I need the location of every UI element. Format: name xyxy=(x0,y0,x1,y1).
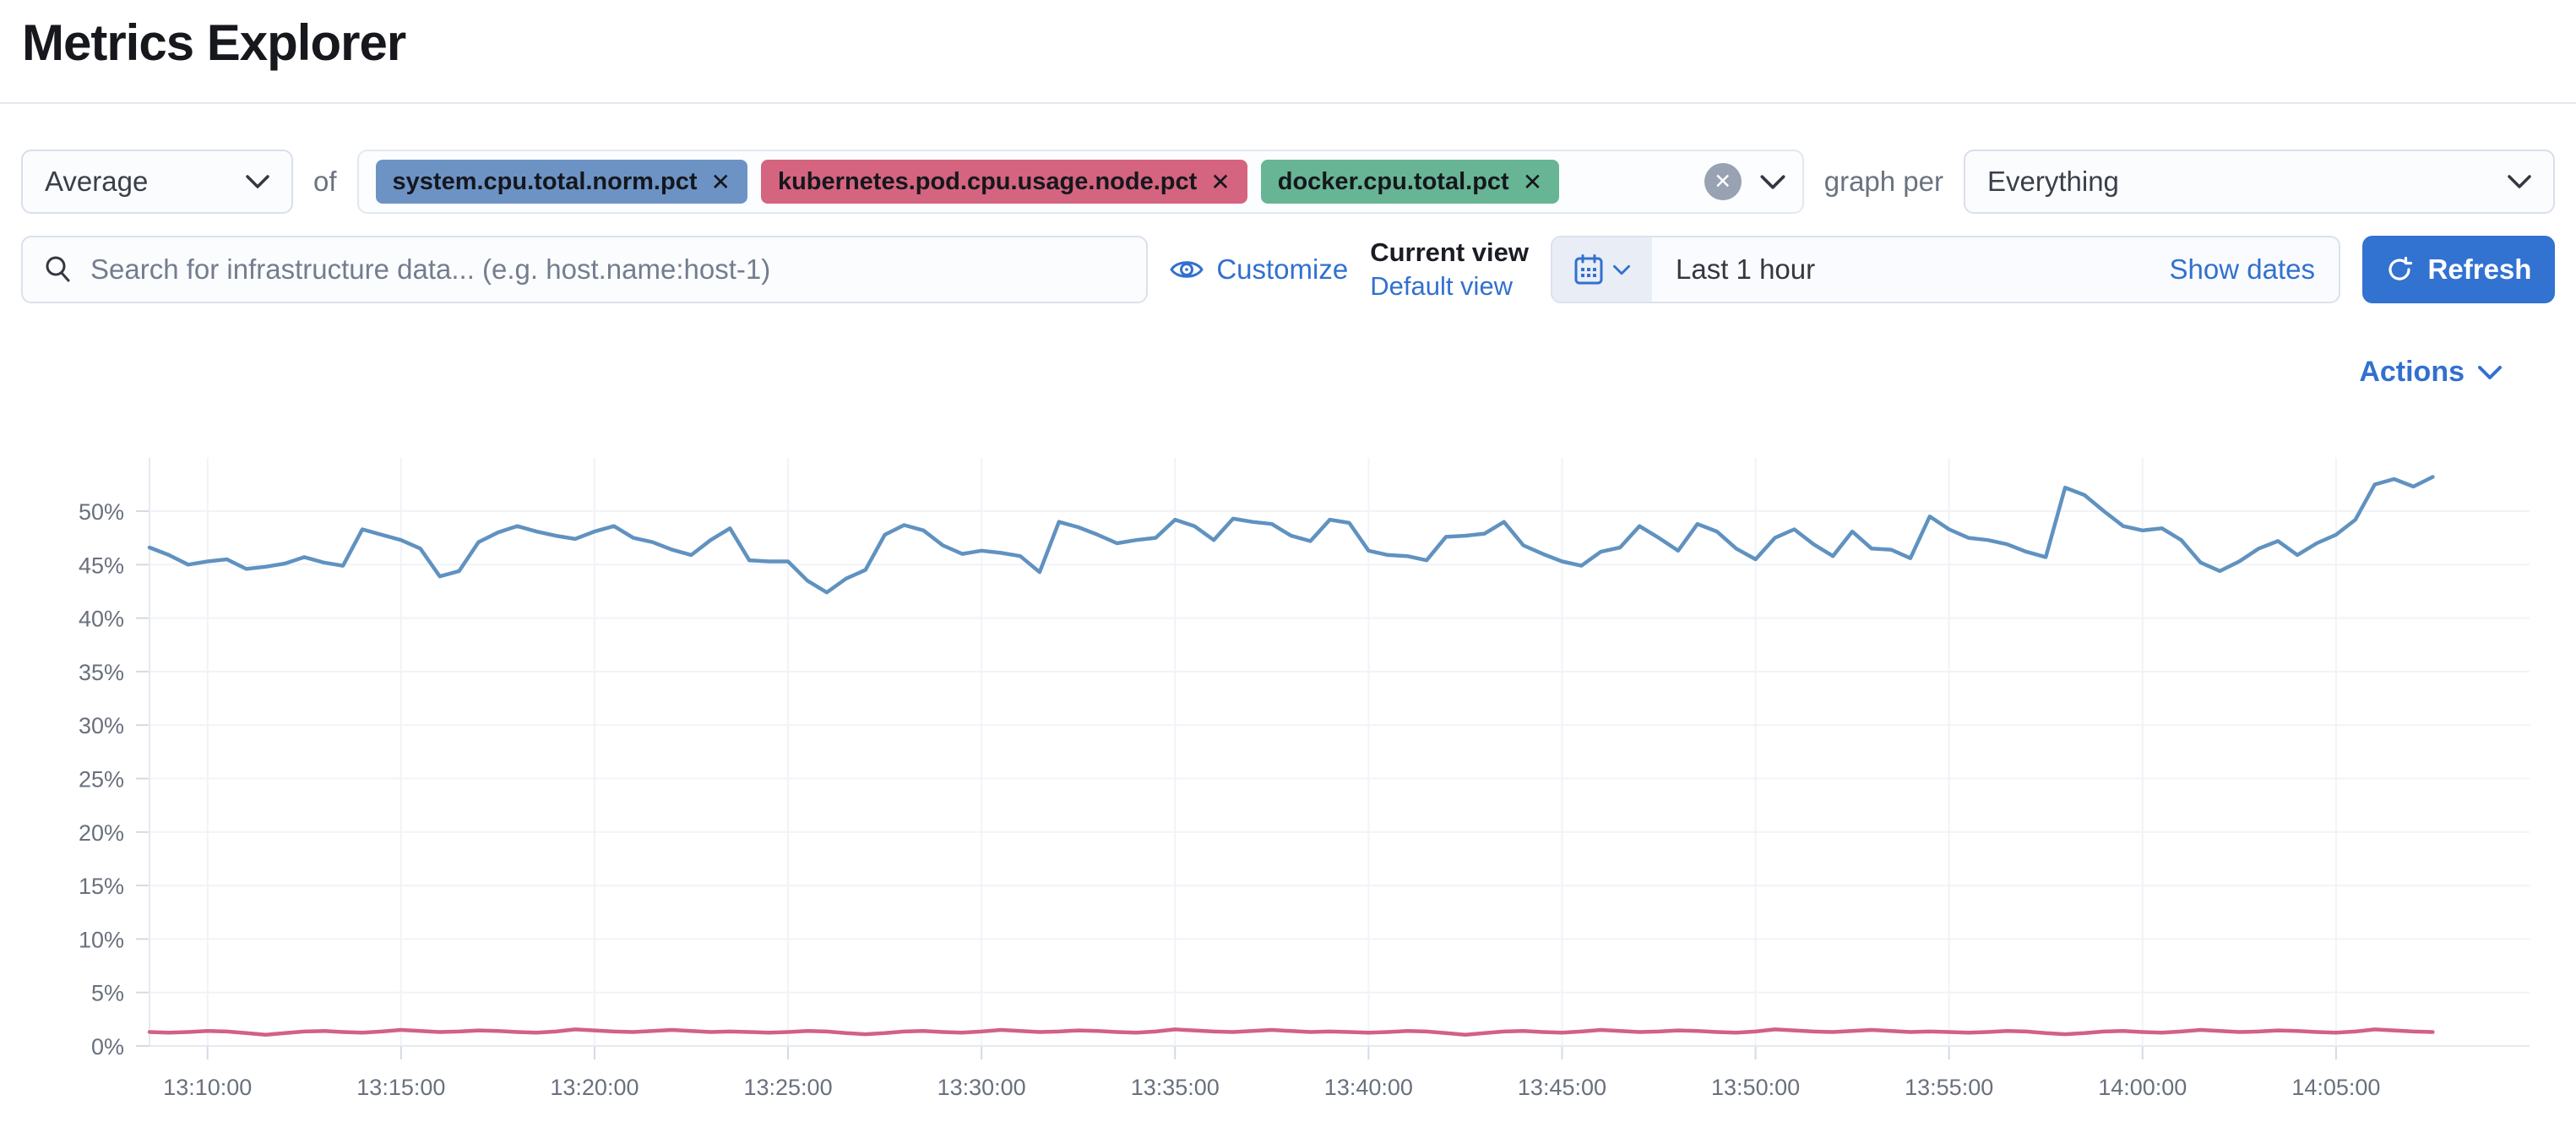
svg-text:5%: 5% xyxy=(91,981,124,1006)
quick-select-button[interactable] xyxy=(1552,237,1652,302)
remove-metric-icon[interactable]: ✕ xyxy=(710,168,731,195)
current-view-label: Current view xyxy=(1370,237,1529,267)
actions-row: Actions xyxy=(0,356,2502,389)
default-view-link[interactable]: Default view xyxy=(1370,271,1514,301)
clear-metrics-icon[interactable]: ✕ xyxy=(1704,163,1742,200)
chevron-down-icon xyxy=(2508,175,2531,188)
of-label: of xyxy=(313,166,337,197)
refresh-button[interactable]: Refresh xyxy=(2362,236,2555,303)
aggregation-value: Average xyxy=(45,166,149,197)
svg-text:10%: 10% xyxy=(79,927,124,952)
svg-text:13:50:00: 13:50:00 xyxy=(1711,1075,1800,1100)
eye-icon xyxy=(1170,261,1204,278)
chevron-down-icon xyxy=(246,175,269,188)
show-dates-button[interactable]: Show dates xyxy=(2169,253,2315,285)
time-range-value[interactable]: Last 1 hour xyxy=(1676,253,1816,285)
svg-text:13:35:00: 13:35:00 xyxy=(1131,1075,1220,1100)
svg-text:13:55:00: 13:55:00 xyxy=(1905,1075,1993,1100)
page-title: Metrics Explorer xyxy=(22,14,406,71)
svg-text:13:45:00: 13:45:00 xyxy=(1518,1075,1606,1100)
view-selector: Current view Default view xyxy=(1370,236,1529,304)
graph-per-select[interactable]: Everything xyxy=(1964,150,2555,214)
search-input[interactable] xyxy=(90,253,1127,286)
svg-text:14:05:00: 14:05:00 xyxy=(2291,1075,2380,1100)
metric-controls-row: Average of system.cpu.total.norm.pct ✕ k… xyxy=(21,150,2555,214)
customize-label: Customize xyxy=(1216,253,1349,285)
chevron-down-icon xyxy=(1613,264,1630,275)
refresh-label: Refresh xyxy=(2427,253,2532,285)
customize-button[interactable]: Customize xyxy=(1170,253,1348,286)
svg-text:25%: 25% xyxy=(79,767,124,792)
svg-text:13:40:00: 13:40:00 xyxy=(1324,1075,1413,1100)
svg-text:15%: 15% xyxy=(79,874,124,899)
svg-text:20%: 20% xyxy=(79,820,124,846)
metrics-explorer-page: Metrics Explorer Average of system.cpu.t… xyxy=(0,14,2576,1122)
svg-text:13:25:00: 13:25:00 xyxy=(743,1075,832,1100)
svg-text:40%: 40% xyxy=(79,607,124,632)
header-divider xyxy=(0,102,2576,104)
refresh-icon xyxy=(2388,256,2412,280)
remove-metric-icon[interactable]: ✕ xyxy=(1210,168,1231,195)
metric-pill[interactable]: system.cpu.total.norm.pct ✕ xyxy=(375,160,747,204)
svg-text:35%: 35% xyxy=(79,660,124,685)
graph-per-value: Everything xyxy=(1987,166,2119,197)
svg-text:13:30:00: 13:30:00 xyxy=(937,1075,1026,1100)
metrics-chart-svg: 0% 5% 10% 15% 20% 25% 30% 35% 40% 45% 50% 13:10:00 1… xyxy=(79,457,2530,1100)
metrics-chart[interactable]: 0% 5% 10% 15% 20% 25% 30% 35% 40% 45% 50% 13:10:00 1… xyxy=(0,436,2576,1122)
date-picker: Last 1 hour Show dates xyxy=(1551,236,2340,303)
chevron-down-icon[interactable] xyxy=(1760,174,1785,190)
search-box[interactable] xyxy=(21,236,1149,303)
search-toolbar-row: Customize Current view Default view Last… xyxy=(21,236,2555,303)
metric-pill[interactable]: kubernetes.pod.cpu.usage.node.pct ✕ xyxy=(760,160,1247,204)
graph-per-label: graph per xyxy=(1823,166,1943,197)
aggregation-select[interactable]: Average xyxy=(21,150,293,214)
chevron-down-icon xyxy=(2478,365,2502,379)
svg-text:13:15:00: 13:15:00 xyxy=(356,1075,445,1100)
svg-text:13:10:00: 13:10:00 xyxy=(163,1075,252,1100)
svg-text:45%: 45% xyxy=(79,553,124,578)
calendar-icon xyxy=(1574,254,1603,285)
metric-pill-label: docker.cpu.total.pct xyxy=(1277,167,1509,195)
metric-pill-label: kubernetes.pod.cpu.usage.node.pct xyxy=(777,167,1198,195)
svg-text:50%: 50% xyxy=(79,499,124,525)
actions-menu-button[interactable]: Actions xyxy=(2359,356,2465,388)
svg-text:0%: 0% xyxy=(91,1034,124,1059)
metric-pill-label: system.cpu.total.norm.pct xyxy=(392,167,698,195)
metrics-combobox[interactable]: system.cpu.total.norm.pct ✕ kubernetes.p… xyxy=(356,150,1804,214)
search-icon xyxy=(46,256,70,282)
svg-text:30%: 30% xyxy=(79,713,124,738)
remove-metric-icon[interactable]: ✕ xyxy=(1522,168,1543,195)
metric-pill[interactable]: docker.cpu.total.pct ✕ xyxy=(1260,160,1560,204)
svg-text:14:00:00: 14:00:00 xyxy=(2098,1075,2187,1100)
svg-text:13:20:00: 13:20:00 xyxy=(550,1075,639,1100)
